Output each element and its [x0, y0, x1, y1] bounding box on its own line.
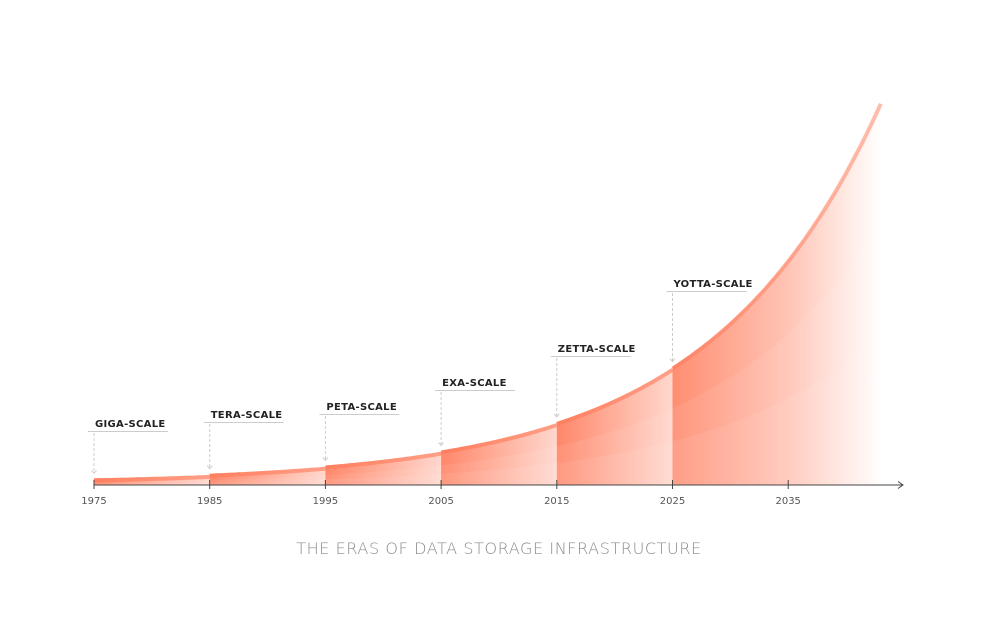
era-label-exa-scale: EXA-SCALE: [435, 378, 516, 447]
era-band: [209, 475, 326, 485]
x-tick-label: 2035: [775, 496, 800, 507]
era-label-tera-scale: TERA-SCALE: [203, 410, 284, 470]
era-labels: GIGA-SCALE TERA-SCALE PETA-SCALE EXA-SCALE Z…: [88, 279, 753, 475]
era-band: [441, 446, 557, 485]
era-band: [556, 441, 673, 485]
arrow-down-icon: [669, 358, 676, 363]
era-band: [209, 479, 326, 485]
era-label-yotta-scale: YOTTA-SCALE: [666, 279, 753, 363]
x-tick-label: 1995: [313, 496, 338, 507]
era-band: [672, 223, 881, 485]
arrow-down-icon: [438, 442, 444, 447]
era-band: [94, 482, 210, 485]
era-edge: [93, 474, 210, 483]
era-label-peta-scale: PETA-SCALE: [319, 402, 400, 462]
era-band: [325, 473, 442, 485]
era-area-yotta-scale: [672, 101, 881, 486]
era-area-zetta-scale: [556, 367, 673, 485]
era-label-text: TERA-SCALE: [211, 410, 283, 421]
arrow-down-icon: [322, 457, 329, 462]
era-band: [94, 480, 210, 485]
x-tick-label: 2015: [544, 496, 569, 507]
era-band: [325, 465, 442, 485]
era-band: [441, 462, 557, 485]
x-tick-label: 2005: [428, 496, 453, 507]
era-edge: [440, 423, 558, 455]
x-axis: 1975 1985 1995 2005 2015 2025 2035: [81, 480, 904, 507]
era-edge: [671, 102, 883, 371]
era-edge: [556, 368, 674, 426]
era-label-giga-scale: GIGA-SCALE: [88, 419, 168, 475]
era-label-text: ZETTA-SCALE: [558, 344, 636, 355]
arrow-down-icon: [91, 470, 97, 475]
era-band: [556, 408, 673, 485]
era-area-exa-scale: [441, 423, 557, 485]
area-layer: [93, 101, 883, 486]
arrow-right-icon: [897, 481, 904, 489]
arrow-down-icon: [553, 413, 560, 418]
era-band: [672, 335, 881, 485]
era-edge: [325, 451, 442, 470]
x-tick-label: 1975: [81, 496, 106, 507]
arrow-down-icon: [206, 465, 213, 470]
x-tick-label: 2025: [660, 496, 685, 507]
era-label-zetta-scale: ZETTA-SCALE: [550, 344, 636, 418]
chart-title: THE ERAS OF DATA STORAGE INFRASTRUCTURE: [296, 539, 702, 558]
era-label-text: GIGA-SCALE: [95, 419, 166, 430]
x-tick-label: 1985: [197, 496, 222, 507]
era-label-text: YOTTA-SCALE: [673, 279, 753, 290]
era-label-text: PETA-SCALE: [326, 402, 397, 413]
era-label-text: EXA-SCALE: [442, 378, 507, 389]
era-edge: [209, 466, 326, 478]
